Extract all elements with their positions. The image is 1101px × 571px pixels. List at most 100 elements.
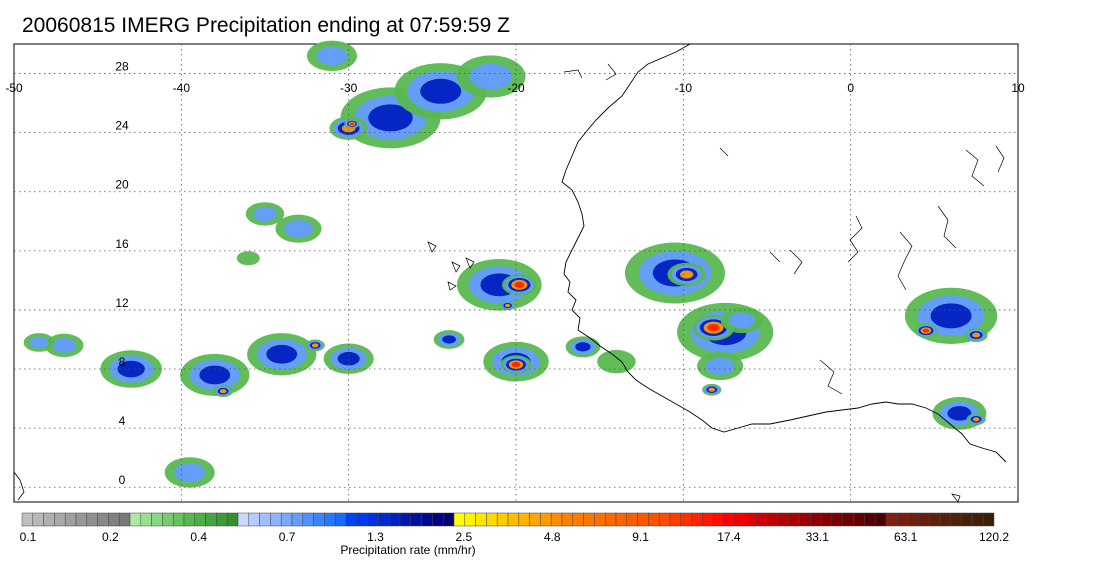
colorbar-swatch bbox=[248, 512, 260, 527]
colorbar-swatch bbox=[43, 512, 55, 527]
colorbar-swatch bbox=[842, 512, 854, 527]
colorbar-swatch bbox=[723, 512, 736, 527]
precip-contour bbox=[199, 365, 231, 385]
colorbar-swatch bbox=[21, 512, 34, 527]
lat-tick-label: 0 bbox=[119, 473, 126, 487]
colorbar-swatch bbox=[129, 512, 142, 527]
colorbar-swatch bbox=[237, 512, 250, 527]
west-africa-coastline bbox=[561, 43, 1007, 463]
precip-cell bbox=[720, 307, 764, 334]
precip-contour bbox=[575, 342, 591, 352]
colorbar-swatch bbox=[550, 512, 563, 527]
axis-labels: -50 -40 -30 -20 -10 0 10 0 4 8 12 16 20 24 28 bbox=[5, 60, 1025, 488]
precip-contour bbox=[708, 387, 716, 392]
colorbar-swatch bbox=[410, 512, 422, 527]
precip-contour bbox=[922, 328, 930, 333]
lat-tick-label: 8 bbox=[119, 355, 126, 369]
precip-cell bbox=[964, 328, 988, 343]
colorbar-swatch bbox=[226, 512, 239, 527]
colorbar-swatch bbox=[378, 512, 390, 527]
coastline bbox=[13, 43, 1007, 503]
colorbar-tick-label: 17.4 bbox=[717, 530, 741, 544]
colorbar-tick-label: 120.2 bbox=[979, 530, 1009, 544]
precip-contour bbox=[972, 417, 980, 422]
colorbar-swatch bbox=[982, 512, 995, 527]
colorbar-swatch bbox=[853, 512, 865, 527]
colorbar-swatch bbox=[864, 512, 876, 527]
precip-contour bbox=[504, 303, 511, 308]
precip-contour bbox=[284, 220, 313, 238]
colorbar-swatch bbox=[464, 512, 476, 527]
colorbar-tick-label: 0.4 bbox=[190, 530, 207, 544]
colorbar-swatch bbox=[540, 512, 552, 527]
precip-contour bbox=[420, 78, 462, 104]
colorbar-tick-labels: 0.1 0.2 0.4 0.7 1.3 2.5 4.8 9.1 17.4 33.1 63.1 120.… bbox=[20, 530, 1010, 544]
precip-contour bbox=[469, 63, 513, 90]
coast-detail bbox=[563, 63, 843, 395]
colorbar-tick-label: 2.5 bbox=[455, 530, 472, 544]
colorbar-swatch bbox=[216, 512, 228, 527]
colorbar-swatch bbox=[162, 512, 174, 527]
precip-contour bbox=[29, 336, 49, 349]
colorbar-swatch bbox=[604, 512, 617, 527]
precip-contour bbox=[316, 46, 348, 66]
colorbar-swatch bbox=[334, 512, 347, 527]
precip-cell bbox=[306, 40, 357, 72]
colorbar-swatch bbox=[291, 512, 304, 527]
colorbar-swatch bbox=[658, 512, 671, 527]
colorbar-swatch bbox=[421, 512, 433, 527]
colorbar-swatch bbox=[32, 512, 44, 527]
colorbar-tick-label: 0.7 bbox=[279, 530, 296, 544]
colorbar-swatch bbox=[64, 512, 77, 527]
precip-contour bbox=[947, 406, 972, 421]
precip-cell bbox=[213, 385, 233, 398]
precip-contour bbox=[930, 303, 972, 329]
colorbar-swatch bbox=[691, 512, 703, 527]
precip-cell bbox=[100, 350, 162, 388]
coast-detail bbox=[847, 145, 1005, 291]
colorbar-swatch bbox=[183, 512, 196, 527]
colorbar-swatch bbox=[280, 512, 293, 527]
precip-cell bbox=[499, 300, 516, 311]
colorbar-swatch bbox=[313, 512, 325, 527]
lon-tick-label: -40 bbox=[173, 81, 191, 95]
colorbar-swatch bbox=[831, 512, 844, 527]
precip-contour bbox=[253, 206, 277, 222]
precip-cell bbox=[502, 274, 537, 296]
precip-cell bbox=[275, 214, 322, 243]
map-title: 20060815 IMERG Precipitation ending at 0… bbox=[22, 14, 510, 37]
colorbar-swatch bbox=[205, 512, 217, 527]
colorbar-swatch bbox=[712, 512, 725, 527]
precip-contour bbox=[442, 335, 456, 344]
colorbar-swatch bbox=[496, 512, 509, 527]
colorbar-swatch bbox=[626, 512, 638, 527]
colorbar-swatch bbox=[777, 512, 790, 527]
precip-contour bbox=[705, 357, 735, 375]
lat-tick-label: 28 bbox=[115, 60, 129, 74]
precip-cell bbox=[323, 343, 374, 374]
colorbar-swatch bbox=[615, 512, 628, 527]
colorbar-swatch bbox=[950, 512, 962, 527]
precip-contour bbox=[337, 351, 360, 366]
precip-cell bbox=[245, 202, 285, 226]
colorbar-tick-label: 4.8 bbox=[544, 530, 561, 544]
colorbar-swatch bbox=[172, 512, 185, 527]
colorbar-swatch bbox=[302, 512, 314, 527]
colorbar-swatch bbox=[367, 512, 379, 527]
lon-tick-label: -30 bbox=[340, 81, 358, 95]
colorbar-swatch bbox=[788, 512, 800, 527]
colorbar-swatch bbox=[270, 512, 282, 527]
colorbar-swatch bbox=[507, 512, 520, 527]
precip-cell bbox=[344, 119, 360, 129]
lon-tick-label: 10 bbox=[1011, 81, 1025, 95]
precip-contour bbox=[174, 463, 206, 482]
precip-contour bbox=[117, 360, 145, 378]
precip-contour bbox=[972, 332, 981, 338]
precipitation-layer bbox=[23, 40, 998, 488]
colorbar-swatch bbox=[432, 512, 444, 527]
colorbar-swatch bbox=[324, 512, 336, 527]
lat-tick-label: 12 bbox=[115, 296, 129, 310]
precip-cell bbox=[164, 457, 215, 488]
colorbar-swatch bbox=[54, 512, 66, 527]
colorbar-swatch bbox=[648, 512, 660, 527]
